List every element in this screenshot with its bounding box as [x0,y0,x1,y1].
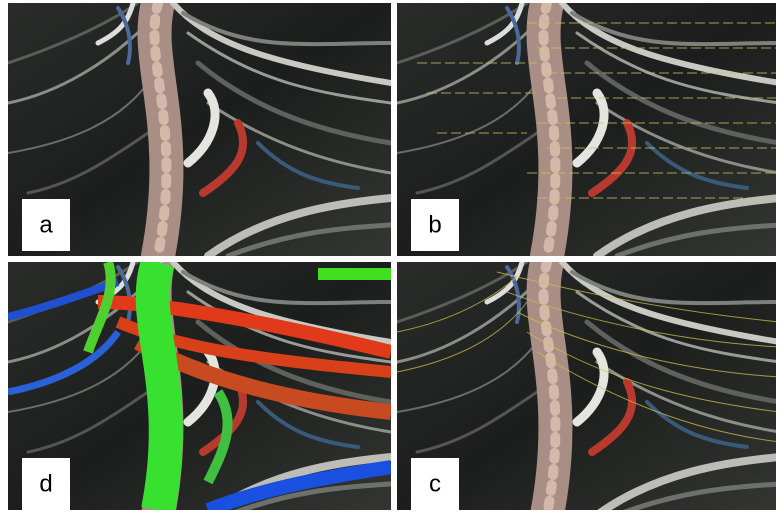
panel-label: a [39,211,53,238]
panel-label: d [39,470,52,497]
panel-a: a [8,3,391,256]
panel-d: d [8,262,391,513]
panel-label: b [428,211,441,238]
panel-b: b [397,3,779,256]
figure: a b d c [0,0,779,513]
page: {"panels": [{"label": "a"}, {"label": "b… [0,0,779,513]
panel-label: c [429,470,441,497]
panel-c: c [397,262,779,513]
